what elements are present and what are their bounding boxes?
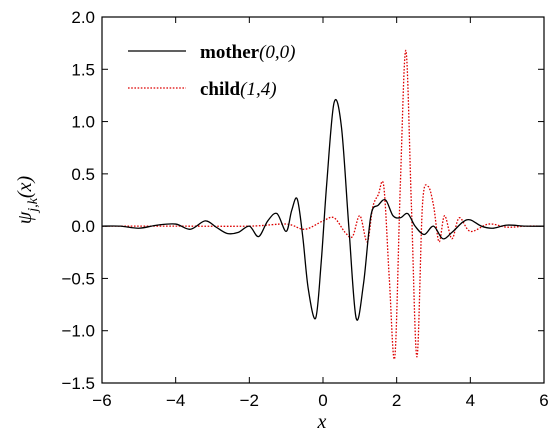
x-tick-label: −6 (92, 391, 111, 410)
y-tick-label: −0.5 (61, 269, 95, 288)
x-tick-label: 2 (392, 391, 401, 410)
y-tick-label: 1.5 (71, 60, 95, 79)
legend-params-mother: (0,0) (259, 42, 295, 63)
legend-label-mother: mother(0,0) (200, 42, 296, 63)
y-tick-label: −1.5 (61, 374, 95, 393)
x-tick-label: 6 (539, 391, 548, 410)
y-tick-label: 1.0 (71, 113, 95, 132)
y-axis-argument: (x) (14, 176, 36, 199)
y-axis-subscript: j,k (26, 197, 41, 213)
y-tick-label: 0.5 (71, 165, 95, 184)
legend-name-child: child (200, 79, 241, 100)
legend-name-mother: mother (200, 42, 260, 63)
x-tick-label: 4 (466, 391, 475, 410)
y-tick-label: −1.0 (61, 322, 95, 341)
x-tick-label: −2 (240, 391, 259, 410)
x-tick-label: 0 (318, 391, 327, 410)
x-axis-title: x (317, 411, 327, 433)
legend-params-child: (1,4) (240, 79, 276, 100)
y-axis-symbol: ψ (14, 211, 36, 224)
y-tick-label: 0.0 (71, 217, 95, 236)
y-tick-label: 2.0 (71, 8, 95, 27)
x-tick-label: −4 (166, 391, 185, 410)
legend-label-child: child(1,4) (200, 79, 277, 100)
